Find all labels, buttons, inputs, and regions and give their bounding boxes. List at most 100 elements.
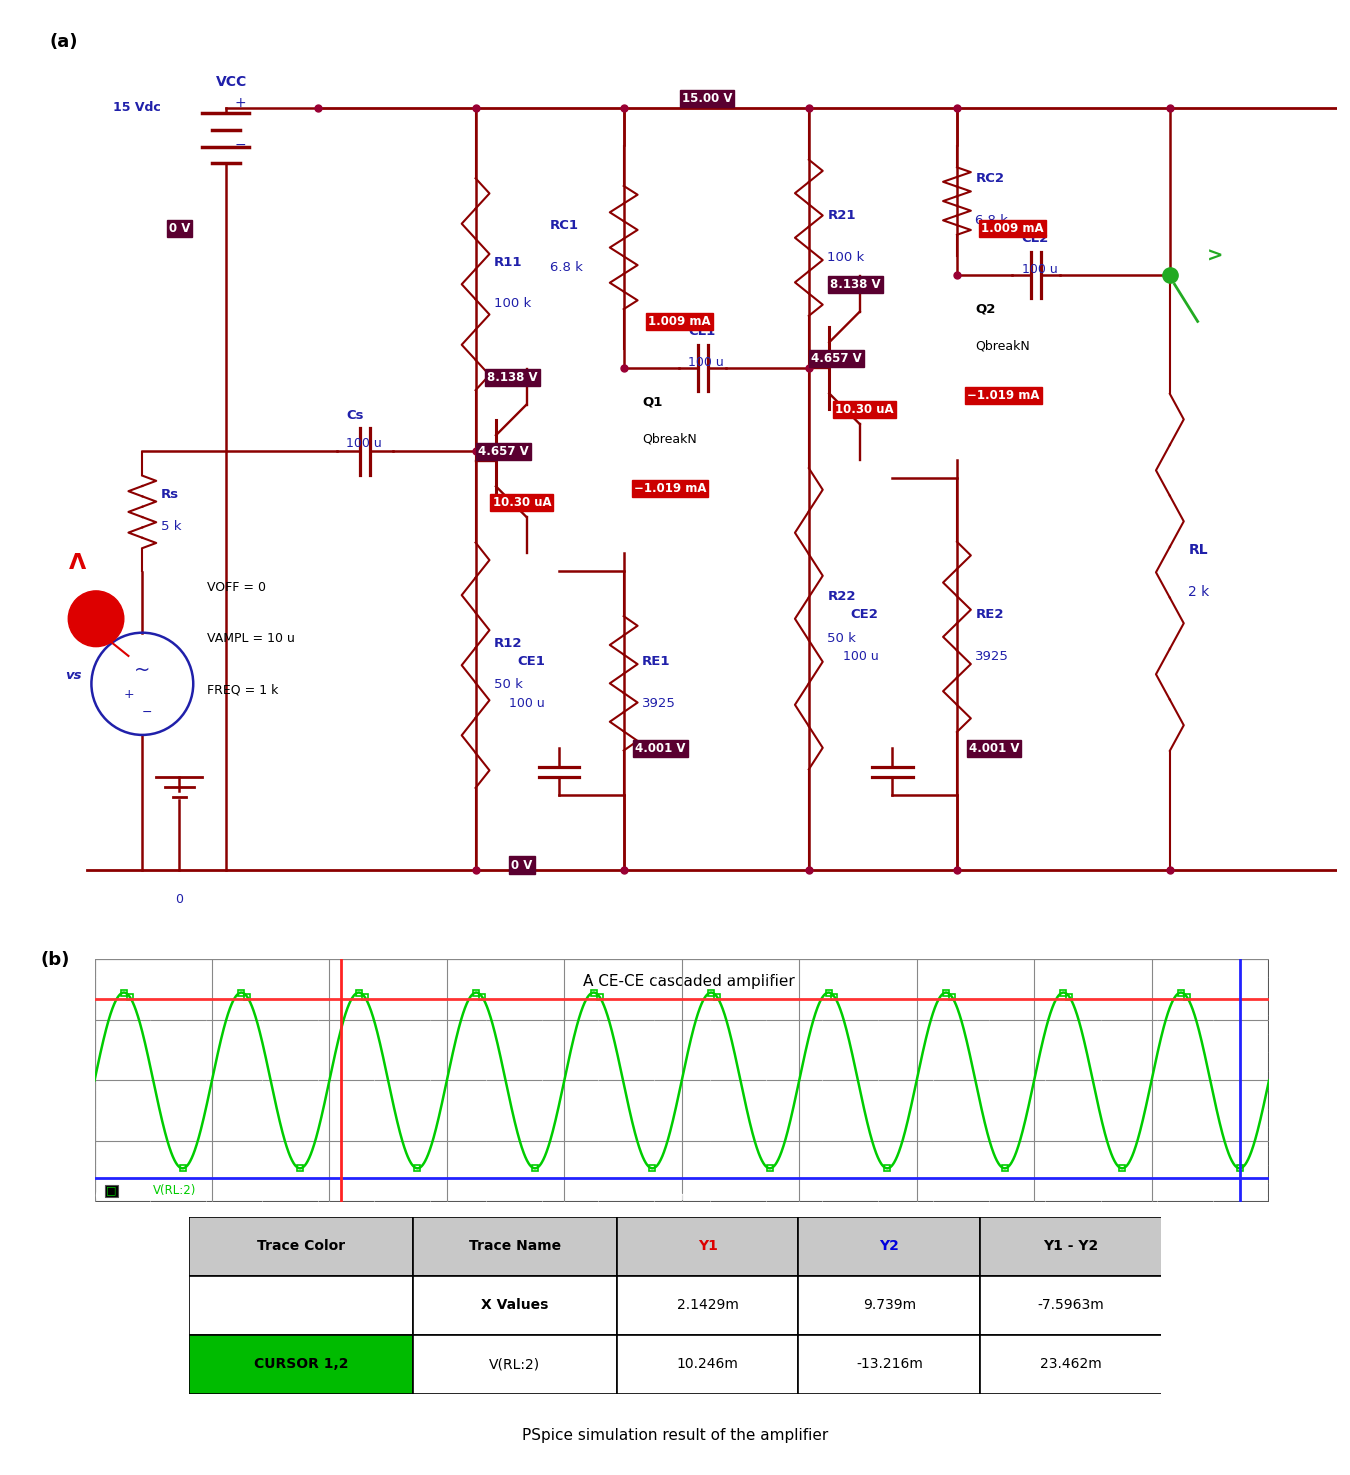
Text: RE2: RE2 xyxy=(976,608,1004,621)
Text: 15.00 V: 15.00 V xyxy=(682,91,732,105)
Text: 100 k: 100 k xyxy=(494,298,532,310)
Text: 6.8 k: 6.8 k xyxy=(549,261,582,274)
Text: V(RL:2): V(RL:2) xyxy=(154,1184,197,1198)
Text: RE1: RE1 xyxy=(643,655,671,668)
Text: 0: 0 xyxy=(176,892,184,906)
FancyBboxPatch shape xyxy=(189,1217,413,1276)
Text: (b): (b) xyxy=(40,951,70,969)
Text: Y2: Y2 xyxy=(879,1239,899,1254)
Text: 100 u: 100 u xyxy=(509,696,545,709)
Text: Q2: Q2 xyxy=(976,302,996,316)
Text: 0s: 0s xyxy=(95,1190,109,1204)
Text: -13.216m: -13.216m xyxy=(856,1357,923,1372)
Text: CURSOR 1,2: CURSOR 1,2 xyxy=(254,1357,348,1372)
Text: −: − xyxy=(235,137,247,152)
Text: −1.019 mA: −1.019 mA xyxy=(633,482,706,496)
Text: 10.246m: 10.246m xyxy=(676,1357,738,1372)
Text: +: + xyxy=(123,687,134,701)
Text: Q1: Q1 xyxy=(643,395,663,409)
Text: RC1: RC1 xyxy=(549,218,579,232)
Text: Cs: Cs xyxy=(346,409,363,422)
Text: −: − xyxy=(142,707,153,720)
Text: 4.001 V: 4.001 V xyxy=(636,742,686,755)
FancyBboxPatch shape xyxy=(617,1335,798,1394)
Circle shape xyxy=(69,591,124,646)
Text: R11: R11 xyxy=(494,255,522,268)
Text: 100 u: 100 u xyxy=(842,650,879,664)
Text: 10ms: 10ms xyxy=(1234,1190,1269,1204)
Text: 4.001 V: 4.001 V xyxy=(969,742,1019,755)
Text: 0 V: 0 V xyxy=(169,221,190,235)
Text: 23.462m: 23.462m xyxy=(1041,1357,1102,1372)
Text: RC2: RC2 xyxy=(976,173,1004,186)
Text: 10.30 uA: 10.30 uA xyxy=(836,403,894,416)
Text: 3925: 3925 xyxy=(976,650,1010,664)
Text: VAMPL = 10 u: VAMPL = 10 u xyxy=(207,631,296,645)
Text: +: + xyxy=(235,96,247,111)
Text: ~: ~ xyxy=(134,661,150,680)
Text: □: □ xyxy=(107,1186,116,1196)
Text: Y1: Y1 xyxy=(698,1239,717,1254)
Text: 9.739m: 9.739m xyxy=(863,1298,915,1313)
Text: CL2: CL2 xyxy=(1022,233,1049,245)
Text: 1.009 mA: 1.009 mA xyxy=(648,314,710,327)
Text: PSpice simulation result of the amplifier: PSpice simulation result of the amplifie… xyxy=(522,1428,828,1443)
Text: 2.1429m: 2.1429m xyxy=(676,1298,738,1313)
Text: Λ: Λ xyxy=(69,553,86,572)
Text: 1.009 mA: 1.009 mA xyxy=(981,221,1044,235)
Text: A CE-CE cascaded amplifier: A CE-CE cascaded amplifier xyxy=(583,974,794,988)
Text: 5ms: 5ms xyxy=(668,1190,695,1204)
Text: 8.138 V: 8.138 V xyxy=(830,277,880,291)
FancyBboxPatch shape xyxy=(798,1217,980,1276)
Text: (a): (a) xyxy=(50,34,78,52)
Text: V(RL:2): V(RL:2) xyxy=(489,1357,540,1372)
FancyBboxPatch shape xyxy=(413,1217,617,1276)
Text: 15 Vdc: 15 Vdc xyxy=(113,102,161,114)
Text: FREQ = 1 k: FREQ = 1 k xyxy=(207,683,278,696)
Text: Trace Color: Trace Color xyxy=(256,1239,344,1254)
FancyBboxPatch shape xyxy=(798,1276,980,1335)
Text: 100 u: 100 u xyxy=(346,437,382,450)
Text: CE2: CE2 xyxy=(850,608,879,621)
Text: Time: Time xyxy=(1057,1190,1088,1204)
Text: 0 V: 0 V xyxy=(512,858,532,872)
Text: VCC: VCC xyxy=(216,75,247,88)
FancyBboxPatch shape xyxy=(980,1335,1162,1394)
Text: VOFF = 0: VOFF = 0 xyxy=(207,581,266,594)
Text: >: > xyxy=(1207,246,1223,266)
Text: 10.30 uA: 10.30 uA xyxy=(493,496,551,509)
Text: −1.019 mA: −1.019 mA xyxy=(967,389,1040,403)
Text: Rs: Rs xyxy=(161,488,180,502)
Text: QbreakN: QbreakN xyxy=(643,432,697,445)
Text: 5 k: 5 k xyxy=(161,521,181,534)
Text: 6.8 k: 6.8 k xyxy=(976,214,1008,227)
FancyBboxPatch shape xyxy=(413,1335,617,1394)
FancyBboxPatch shape xyxy=(617,1276,798,1335)
Text: 100 u: 100 u xyxy=(688,355,724,369)
Text: 4.657 V: 4.657 V xyxy=(811,353,863,366)
Text: R21: R21 xyxy=(828,209,856,223)
Text: QbreakN: QbreakN xyxy=(976,339,1030,353)
FancyBboxPatch shape xyxy=(980,1217,1162,1276)
Text: 8.138 V: 8.138 V xyxy=(487,370,537,384)
Text: CE1: CE1 xyxy=(517,655,545,668)
FancyBboxPatch shape xyxy=(189,1276,413,1335)
Text: Trace Name: Trace Name xyxy=(468,1239,560,1254)
Text: RL: RL xyxy=(1188,543,1208,556)
Text: R22: R22 xyxy=(828,590,856,603)
Text: 50 k: 50 k xyxy=(828,631,856,645)
FancyBboxPatch shape xyxy=(798,1335,980,1394)
Text: 100 u: 100 u xyxy=(1022,263,1057,276)
Text: -7.5963m: -7.5963m xyxy=(1038,1298,1104,1313)
Text: CL1: CL1 xyxy=(688,326,716,338)
Text: Y1 - Y2: Y1 - Y2 xyxy=(1044,1239,1099,1254)
Text: 100 k: 100 k xyxy=(828,251,864,264)
FancyBboxPatch shape xyxy=(413,1276,617,1335)
FancyBboxPatch shape xyxy=(189,1335,413,1394)
FancyBboxPatch shape xyxy=(980,1276,1162,1335)
Text: X Values: X Values xyxy=(481,1298,548,1313)
Text: 3925: 3925 xyxy=(643,696,676,709)
Text: 4.657 V: 4.657 V xyxy=(478,445,529,459)
Text: 50 k: 50 k xyxy=(494,678,522,692)
Text: 2 k: 2 k xyxy=(1188,584,1210,599)
